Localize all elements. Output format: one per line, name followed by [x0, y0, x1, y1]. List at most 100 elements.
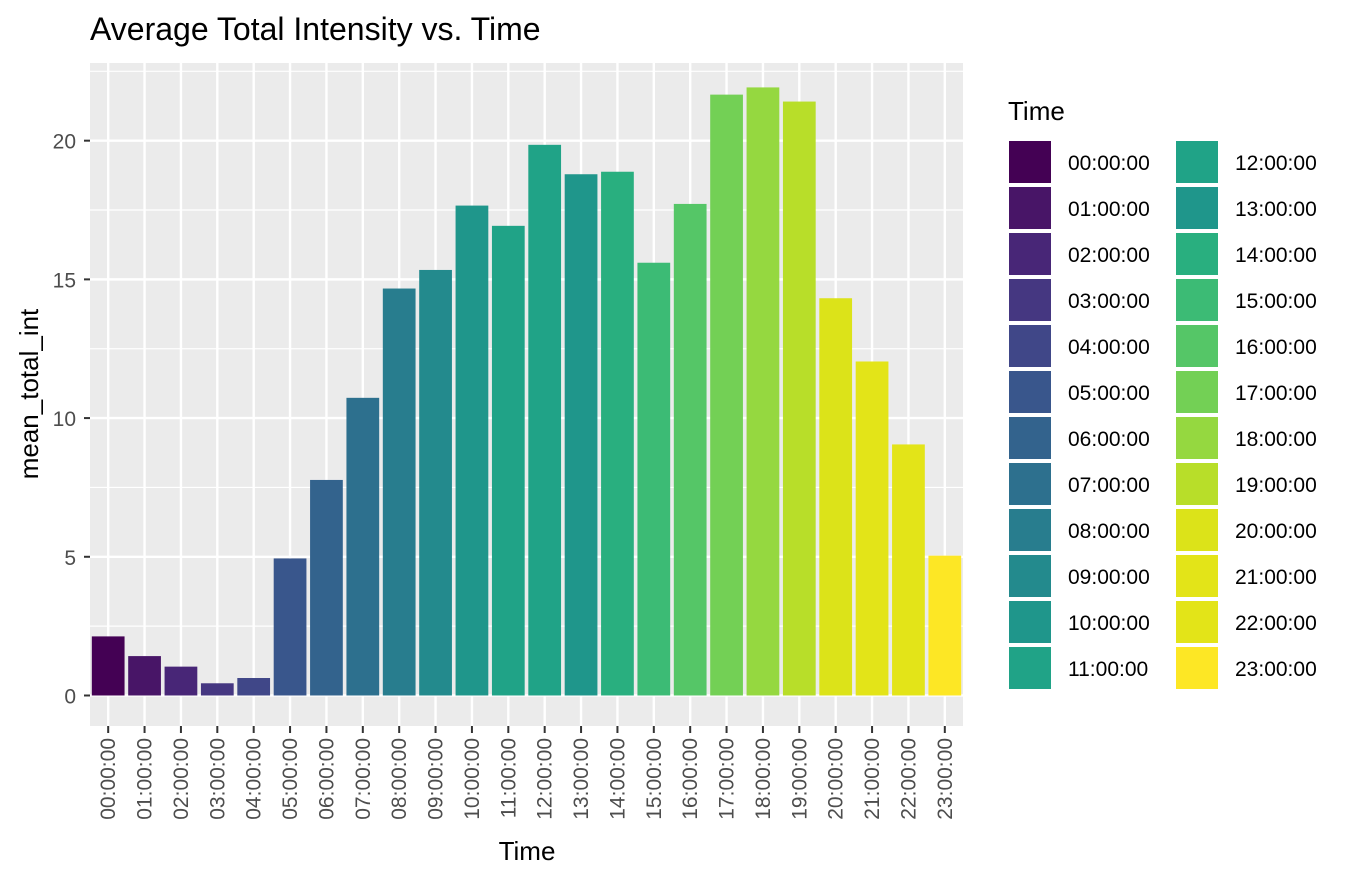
x-tick-label: 14:00:00 — [606, 738, 629, 820]
y-tick-label: 10 — [53, 408, 76, 431]
legend-key-01:00:00 — [1007, 185, 1053, 231]
bar-21:00:00 — [855, 361, 889, 696]
bar-16:00:00 — [673, 203, 707, 696]
legend-key-04:00:00 — [1007, 323, 1053, 369]
x-tick-label: 06:00:00 — [315, 738, 338, 820]
legend-label: 12:00:00 — [1235, 152, 1317, 175]
x-tick-label: 23:00:00 — [934, 738, 957, 820]
legend-key-00:00:00 — [1007, 139, 1053, 185]
bar-22:00:00 — [892, 444, 925, 696]
legend-key-02:00:00 — [1007, 231, 1053, 277]
bar-20:00:00 — [819, 298, 853, 696]
x-tick-label: 20:00:00 — [825, 738, 848, 820]
legend-key-09:00:00 — [1007, 553, 1053, 599]
x-tick-label: 15:00:00 — [643, 738, 666, 820]
x-axis: 00:00:00 01:00:00 02:00:00 03:00:00 04:00:00… — [97, 726, 957, 820]
bar-04:00:00 — [237, 678, 271, 696]
legend-label: 05:00:00 — [1068, 382, 1150, 405]
legend-label: 17:00:00 — [1235, 382, 1317, 405]
bar-10:00:00 — [455, 205, 489, 696]
legend-label: 23:00:00 — [1235, 658, 1317, 681]
x-tick-label: 01:00:00 — [134, 738, 157, 820]
legend-label: 09:00:00 — [1068, 566, 1150, 589]
x-axis-title: Time — [499, 836, 556, 866]
bar-03:00:00 — [200, 683, 234, 696]
legend-label: 21:00:00 — [1235, 566, 1317, 589]
y-axis-title: mean_total_int — [14, 308, 44, 479]
bar-07:00:00 — [346, 397, 380, 696]
x-tick-label: 00:00:00 — [97, 738, 120, 820]
bar-18:00:00 — [746, 87, 780, 696]
legend-key-21:00:00 — [1174, 553, 1220, 599]
bar-02:00:00 — [164, 666, 198, 696]
bar-14:00:00 — [601, 171, 634, 696]
chart-title: Average Total Intensity vs. Time — [90, 11, 541, 47]
x-tick-label: 19:00:00 — [788, 738, 811, 820]
legend-key-20:00:00 — [1174, 507, 1220, 553]
legend-key-06:00:00 — [1007, 415, 1053, 461]
legend-label: 15:00:00 — [1235, 290, 1317, 313]
x-tick-label: 17:00:00 — [716, 738, 739, 820]
bar-05:00:00 — [273, 558, 307, 696]
legend-key-08:00:00 — [1007, 507, 1053, 553]
legend: Time 00:00:00 01:00:00 02:00:00 03:00:00 04:… — [1007, 96, 1317, 691]
plot-panel — [90, 63, 963, 726]
legend-key-11:00:00 — [1007, 645, 1053, 691]
legend-label: 04:00:00 — [1068, 336, 1150, 359]
x-tick-label: 13:00:00 — [570, 738, 593, 820]
legend-key-13:00:00 — [1174, 185, 1220, 231]
x-tick-label: 16:00:00 — [679, 738, 702, 820]
legend-key-12:00:00 — [1174, 139, 1220, 185]
legend-label: 10:00:00 — [1068, 612, 1150, 635]
x-tick-label: 22:00:00 — [897, 738, 920, 820]
y-tick-label: 0 — [64, 685, 76, 708]
bar-15:00:00 — [637, 262, 671, 696]
legend-label: 02:00:00 — [1068, 244, 1150, 267]
legend-label: 11:00:00 — [1068, 658, 1148, 681]
x-tick-label: 10:00:00 — [461, 738, 484, 820]
bar-06:00:00 — [310, 479, 343, 696]
legend-key-03:00:00 — [1007, 277, 1053, 323]
legend-key-22:00:00 — [1174, 599, 1220, 645]
bar-13:00:00 — [564, 174, 598, 696]
legend-label: 07:00:00 — [1068, 474, 1150, 497]
legend-label: 16:00:00 — [1235, 336, 1317, 359]
legend-key-05:00:00 — [1007, 369, 1053, 415]
x-tick-label: 11:00:00 — [497, 738, 520, 818]
bar-08:00:00 — [382, 288, 416, 696]
legend-key-15:00:00 — [1174, 277, 1220, 323]
legend-label: 19:00:00 — [1235, 474, 1317, 497]
legend-key-10:00:00 — [1007, 599, 1053, 645]
legend-key-16:00:00 — [1174, 323, 1220, 369]
y-axis: 0 5 10 15 20 — [53, 131, 90, 708]
legend-title: Time — [1008, 96, 1065, 126]
bar-23:00:00 — [928, 555, 962, 696]
legend-label: 20:00:00 — [1235, 520, 1317, 543]
legend-label: 14:00:00 — [1235, 244, 1317, 267]
legend-label: 00:00:00 — [1068, 152, 1150, 175]
legend-key-19:00:00 — [1174, 461, 1220, 507]
legend-label: 18:00:00 — [1235, 428, 1317, 451]
x-tick-label: 05:00:00 — [279, 738, 302, 820]
legend-label: 13:00:00 — [1235, 198, 1317, 221]
legend-label: 01:00:00 — [1068, 198, 1150, 221]
legend-key-17:00:00 — [1174, 369, 1220, 415]
legend-key-18:00:00 — [1174, 415, 1220, 461]
bar-19:00:00 — [782, 101, 816, 696]
x-tick-label: 21:00:00 — [861, 738, 884, 820]
legend-key-07:00:00 — [1007, 461, 1053, 507]
bar-09:00:00 — [419, 269, 452, 696]
x-tick-label: 09:00:00 — [425, 738, 448, 820]
x-tick-label: 18:00:00 — [752, 738, 775, 820]
legend-label: 03:00:00 — [1068, 290, 1150, 313]
legend-label: 22:00:00 — [1235, 612, 1317, 635]
legend-label: 08:00:00 — [1068, 520, 1150, 543]
x-tick-label: 02:00:00 — [170, 738, 193, 820]
x-tick-label: 07:00:00 — [352, 738, 375, 820]
x-tick-label: 03:00:00 — [206, 738, 229, 820]
bars — [91, 87, 962, 696]
x-tick-label: 08:00:00 — [388, 738, 411, 820]
bar-12:00:00 — [528, 144, 562, 696]
legend-label: 06:00:00 — [1068, 428, 1150, 451]
